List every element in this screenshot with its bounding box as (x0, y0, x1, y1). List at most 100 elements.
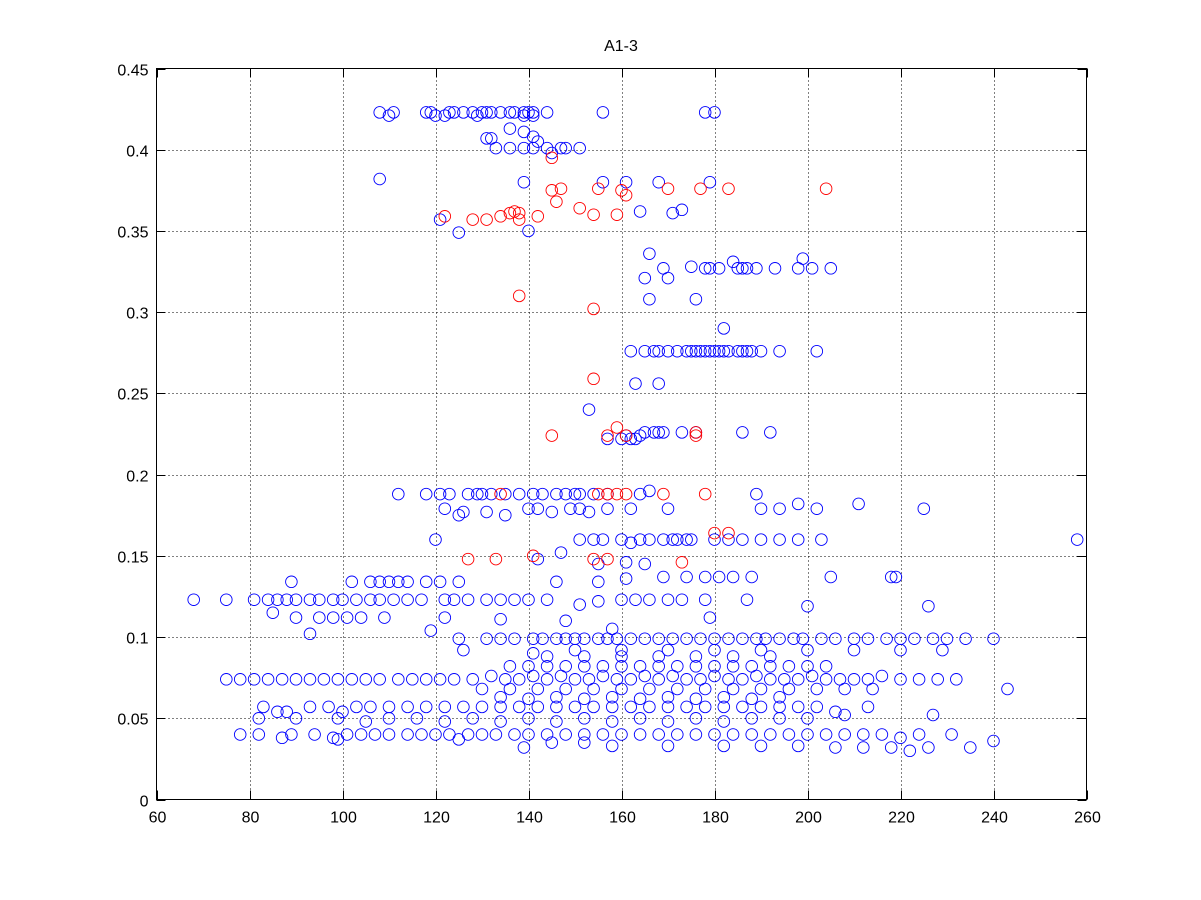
data-point (661, 715, 675, 728)
data-point (508, 728, 521, 741)
data-point (503, 106, 517, 119)
data-point (554, 182, 568, 195)
data-point (661, 739, 675, 753)
data-point (643, 484, 656, 498)
data-point (512, 487, 526, 501)
data-point (531, 552, 545, 566)
data-point (308, 728, 321, 741)
x-tick-label: 100 (330, 810, 357, 827)
series-1 (438, 151, 833, 569)
data-point (303, 700, 317, 714)
data-point (601, 632, 614, 645)
data-point (740, 344, 754, 358)
data-point (815, 632, 828, 645)
data-point (499, 487, 512, 501)
data-point (494, 210, 507, 223)
data-point (605, 700, 619, 714)
data-point (392, 673, 405, 686)
data-point (220, 593, 233, 606)
y-tick-label: 0.25 (117, 387, 148, 404)
data-point (531, 502, 545, 515)
data-point (740, 262, 754, 275)
data-point (489, 728, 503, 741)
data-point (220, 673, 233, 686)
data-point (726, 660, 740, 673)
data-point (517, 109, 531, 122)
data-point (275, 673, 289, 686)
data-point (633, 533, 647, 546)
data-point (810, 502, 824, 515)
data-point (959, 632, 972, 645)
data-point (475, 728, 489, 741)
data-point (619, 572, 633, 585)
data-point (661, 700, 675, 714)
data-point (438, 502, 452, 515)
data-point (773, 502, 786, 515)
data-point (596, 669, 610, 683)
x-tick-label: 160 (609, 810, 636, 827)
data-point (689, 712, 703, 725)
data-point (480, 106, 493, 119)
data-point (731, 344, 745, 358)
data-point (429, 109, 442, 122)
data-point (526, 109, 540, 122)
data-point (936, 643, 949, 657)
data-point (931, 673, 944, 686)
data-point (698, 487, 712, 501)
data-point (494, 593, 507, 606)
data-point (280, 705, 293, 719)
data-point (559, 660, 572, 673)
data-point (531, 210, 545, 223)
data-point (289, 712, 303, 725)
data-point (601, 552, 614, 566)
data-point (568, 487, 582, 501)
data-point (419, 106, 433, 119)
data-point (722, 344, 735, 358)
data-point (261, 673, 275, 686)
data-point (419, 575, 433, 589)
data-point (461, 487, 475, 501)
x-tick-label: 180 (702, 810, 729, 827)
data-point (810, 344, 824, 358)
data-point (485, 669, 498, 683)
data-point (438, 109, 452, 122)
data-point (610, 421, 624, 434)
x-tick-label: 120 (423, 810, 450, 827)
data-point (401, 728, 414, 741)
data-point (443, 487, 456, 501)
data-point (698, 682, 712, 696)
data-point (857, 741, 870, 754)
data-point (512, 206, 526, 220)
data-point (233, 673, 247, 686)
axis-ticks: 60 80 100 120 140 160 180 200 220 240 260 0 0.05 0.1 0… (117, 63, 1101, 827)
data-point (257, 700, 270, 714)
data-point (331, 673, 345, 686)
data-point (331, 733, 345, 746)
data-point (745, 728, 758, 741)
data-point (680, 344, 693, 358)
data-point (410, 712, 424, 725)
data-point (512, 673, 526, 686)
data-point (517, 106, 531, 119)
data-point (689, 692, 703, 706)
data-point (838, 708, 851, 722)
data-point (485, 106, 498, 119)
data-point (387, 106, 400, 119)
data-point (708, 533, 721, 546)
chart-title: A1-3 (604, 38, 638, 55)
data-point (573, 598, 586, 611)
data-point (475, 700, 489, 714)
data-point (289, 673, 303, 686)
data-point (629, 593, 642, 606)
data-point (675, 593, 689, 606)
data-point (429, 728, 442, 741)
data-point (187, 593, 200, 606)
data-point (819, 182, 833, 195)
data-point (736, 262, 749, 275)
data-point (475, 487, 489, 501)
data-point (438, 611, 452, 624)
data-point (726, 682, 740, 696)
data-point (452, 575, 466, 589)
data-point (810, 682, 824, 696)
data-point (522, 728, 535, 741)
